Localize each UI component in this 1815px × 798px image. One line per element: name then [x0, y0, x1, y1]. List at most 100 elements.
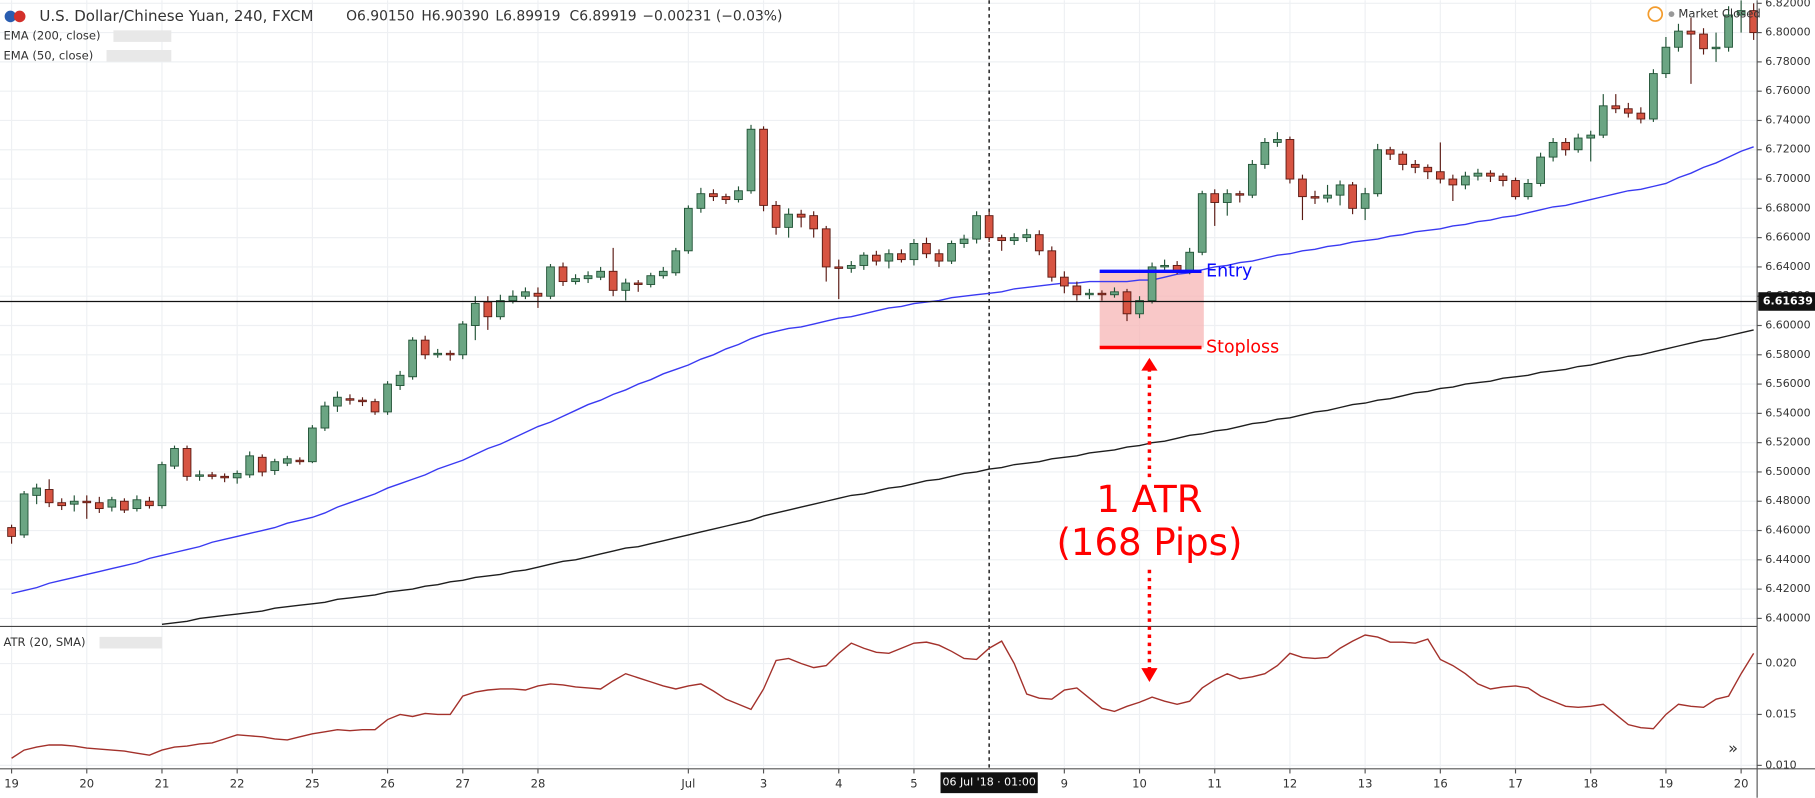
- candle-body: [32, 487, 41, 496]
- candle-body: [333, 396, 342, 407]
- candle-body: [1398, 153, 1408, 165]
- candle-body: [871, 254, 881, 262]
- y-tick-label: 6.68000: [1765, 201, 1810, 214]
- x-tick-label: 19: [4, 776, 19, 790]
- indicator-buttons[interactable]: [106, 50, 172, 62]
- candle-body: [1059, 276, 1069, 287]
- atr-line: [11, 634, 1755, 759]
- y-tick-label: 0.020: [1765, 657, 1796, 670]
- candle-body: [521, 291, 530, 297]
- scroll-button[interactable]: »: [1728, 739, 1738, 758]
- candle-body: [57, 502, 67, 507]
- candle-body: [1674, 30, 1683, 48]
- candle-body: [1147, 266, 1157, 302]
- candle-body: [1285, 139, 1295, 180]
- candle-body: [1473, 172, 1483, 177]
- candle-body: [1072, 285, 1082, 296]
- y-tick-label: 6.80000: [1765, 26, 1810, 39]
- candle-body: [1222, 193, 1232, 203]
- candle-body: [972, 215, 981, 240]
- x-tick-label: 4: [835, 776, 842, 790]
- candle-body: [1047, 250, 1057, 278]
- candle-body: [1661, 46, 1671, 75]
- candle-body: [232, 472, 242, 479]
- candle-body: [834, 266, 844, 269]
- candle-body: [270, 461, 280, 471]
- x-tick-label: 20: [79, 776, 94, 790]
- y-tick-label: 6.50000: [1765, 465, 1810, 478]
- x-tick-label: 28: [531, 776, 546, 790]
- x-tick-label: 3: [760, 776, 767, 790]
- candle-body: [282, 458, 292, 464]
- candle-body: [1561, 141, 1571, 151]
- candle-body: [1310, 196, 1320, 199]
- candle-body: [909, 243, 919, 261]
- y-tick-label: 6.46000: [1765, 524, 1810, 537]
- candle-body: [684, 207, 693, 252]
- candle-body: [721, 196, 731, 201]
- y-tick-label: 6.64000: [1765, 260, 1810, 273]
- candle-body: [846, 264, 856, 269]
- x-tick-label: 13: [1358, 776, 1373, 790]
- ohlc-open: O6.90150: [346, 8, 414, 24]
- axes: 6.82000 6.80000 6.78000 6.76000 6.74000 6.720…: [4, 0, 1815, 794]
- x-tick-label: 9: [1061, 776, 1068, 790]
- candle-body: [1034, 234, 1044, 252]
- atr-note: (168 Pips): [1056, 521, 1242, 564]
- candle-body: [1260, 141, 1270, 165]
- indicator-buttons[interactable]: [99, 636, 163, 649]
- x-tick-label: Jul: [680, 776, 695, 790]
- ohlc-low: L6.89919: [495, 8, 560, 24]
- candle-body: [207, 474, 217, 477]
- x-tick-label: 20: [1734, 776, 1749, 790]
- x-tick-label: 17: [1508, 776, 1523, 790]
- candle-body: [759, 128, 768, 206]
- candle-body: [1122, 291, 1132, 315]
- level-label: Entry: [1206, 261, 1252, 281]
- candle-body: [445, 352, 455, 356]
- candle-body: [295, 459, 305, 463]
- y-tick-label: 6.78000: [1765, 55, 1810, 68]
- arrow-head: [1141, 668, 1158, 683]
- candle-body: [470, 303, 480, 326]
- candle-body: [533, 292, 543, 297]
- candle-body: [1423, 166, 1433, 173]
- candle-body: [195, 474, 204, 477]
- y-tick-label: 6.70000: [1765, 172, 1810, 185]
- candle-body: [483, 301, 493, 318]
- candle-body: [94, 502, 104, 510]
- candle-body: [1298, 178, 1307, 198]
- candle-body: [1498, 175, 1508, 181]
- candle-body: [1247, 163, 1257, 196]
- candle-body: [395, 374, 405, 387]
- candle-body: [558, 266, 568, 283]
- candle-body: [608, 270, 618, 291]
- candle-body: [1197, 193, 1207, 253]
- candle-body: [245, 455, 255, 476]
- candle-body: [709, 193, 718, 198]
- candle-body: [1097, 292, 1107, 296]
- x-tick-label: 22: [230, 776, 245, 790]
- indicator-buttons[interactable]: [113, 30, 172, 42]
- candle-body: [1724, 14, 1733, 48]
- candle-body: [734, 190, 743, 201]
- candle-body: [1573, 137, 1583, 151]
- candle-body: [19, 493, 29, 536]
- candle-body: [633, 282, 643, 285]
- candle-body: [420, 339, 430, 356]
- indicator-legend: EMA (50, close): [3, 48, 93, 62]
- candle-body: [821, 228, 831, 268]
- candle-body: [496, 300, 505, 318]
- candle-body: [1185, 251, 1195, 272]
- candle-body: [959, 238, 969, 244]
- y-tick-label: 6.82000: [1765, 0, 1810, 9]
- status-icon: [1647, 6, 1664, 22]
- candle-body: [408, 339, 417, 378]
- ema-line: [11, 146, 1754, 595]
- candle-body: [771, 204, 781, 228]
- candle-body: [897, 253, 906, 261]
- x-tick-label: 11: [1207, 776, 1222, 790]
- candle-body: [1348, 184, 1357, 209]
- candle-body: [1435, 171, 1445, 180]
